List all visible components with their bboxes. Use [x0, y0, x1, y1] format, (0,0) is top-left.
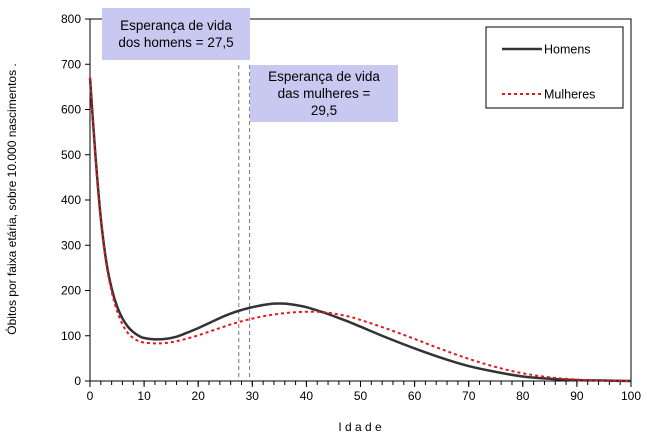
y-tick-label: 0 [74, 374, 81, 388]
y-tick-label: 400 [61, 193, 81, 207]
x-tick-label: 0 [87, 389, 94, 403]
y-tick-label: 500 [61, 148, 81, 162]
annotation-text: Esperança de vida [268, 69, 380, 84]
annotation-text: 29,5 [311, 103, 337, 118]
y-tick-label: 800 [61, 12, 81, 26]
y-tick-label: 600 [61, 103, 81, 117]
x-tick-label: 40 [300, 389, 314, 403]
y-tick-label: 200 [61, 284, 81, 298]
annotation-box-1 [102, 8, 250, 60]
x-tick-label: 20 [192, 389, 206, 403]
x-tick-label: 50 [354, 389, 368, 403]
y-axis-title: Óbitos por faixa etária, sobre 10.000 na… [4, 63, 19, 334]
annotation-text: dos homens = 27,5 [118, 35, 233, 50]
x-tick-label: 80 [516, 389, 530, 403]
legend-label-mulheres: Mulheres [544, 88, 595, 102]
annotation-box-2 [250, 65, 398, 122]
y-tick-label: 300 [61, 238, 81, 252]
annotation-text: Esperança de vida [120, 18, 232, 33]
series-line-homens [88, 77, 632, 383]
x-axis-title: I d a d e [338, 420, 382, 434]
x-tick-label: 60 [408, 389, 422, 403]
series-line-mulheres [89, 77, 632, 382]
x-tick-label: 70 [462, 389, 476, 403]
legend-label-homens: Homens [544, 43, 591, 57]
x-tick-label: 10 [137, 389, 151, 403]
y-tick-label: 100 [61, 329, 81, 343]
x-tick-label: 100 [621, 389, 641, 403]
x-tick-label: 30 [246, 389, 260, 403]
x-tick-label: 90 [570, 389, 584, 403]
y-tick-label: 700 [61, 57, 81, 71]
annotation-text: das mulheres = [278, 86, 371, 101]
